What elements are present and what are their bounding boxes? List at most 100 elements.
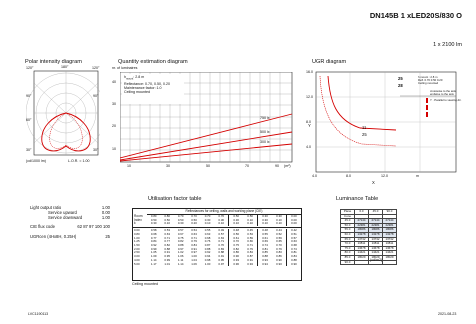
utilisation-cell: 0.92 — [150, 243, 157, 248]
utilisation-cell: 0.91 — [164, 250, 170, 255]
luminance-row: 60.0 13278 13278 13278 — [340, 232, 397, 238]
utilisation-cell: 1.02 — [177, 250, 184, 255]
ugr-title: UGR diagram — [312, 59, 347, 65]
quantity-svg — [119, 71, 293, 163]
polar-angle-30-left: 30° — [26, 148, 32, 152]
utilisation-row: 0.77 0.71 0.75 0.71 0.68 0.63 0.61 0.59 0.61 0.59… — [147, 235, 301, 241]
utilisation-cell: 0.86 — [228, 251, 244, 256]
utilisation-header: Reflectances for ceiling, walls and work… — [147, 209, 301, 215]
utilisation-cell: 0.76 — [204, 239, 211, 244]
luminance-cell — [354, 259, 369, 266]
utilisation-cell: 0.79 — [247, 246, 253, 251]
utilisation-cell: 0.96 — [228, 262, 244, 267]
utilisation-cell: 0.68 — [204, 235, 211, 240]
utilisation-reflectance-cell: 0.30 — [150, 221, 157, 226]
utilisation-cell: 0.71 — [164, 235, 170, 240]
quantity-note-h: h — [124, 75, 126, 79]
ugr-legend-parallel: Y · Parallel to viewing dir. — [430, 98, 462, 103]
quantity-note-maintenance: Maintenance factor: 1.0 — [124, 85, 162, 90]
utilisation-cell: 0.82 — [177, 239, 184, 244]
quantity-line-label-750: 750 lx — [260, 116, 270, 120]
utilisation-title: Utilisation factor table — [148, 196, 202, 202]
utilisation-cell: 0.71 — [247, 243, 253, 248]
spec-downward-label: Service downward — [48, 214, 83, 220]
quantity-note-height: : 2.8 m — [133, 75, 145, 79]
utilisation-cell: 0.68 — [150, 231, 157, 236]
spec-upward-label: Service upward — [48, 209, 77, 215]
ugr-zone-label-top-a: 25 — [398, 76, 403, 81]
utilisation-reflectance-row: 0.80 0.80 0.70 0.70 0.70 0.70 0.50 0.50 0.30 0.30… — [147, 213, 301, 219]
luminance-row: 45.0 27144 27144 27144 — [340, 218, 397, 224]
utilisation-cell: 0.88 — [204, 246, 211, 251]
utilisation-cell: 0.45 — [247, 228, 253, 233]
utilisation-cell: 0.79 — [191, 239, 197, 244]
utilisation-cell: 0.91 — [247, 257, 253, 262]
utilisation-cell: 1.00 — [191, 254, 197, 259]
utilisation-cell: 0.57 — [285, 236, 301, 241]
utilisation-cell: 0.97 — [191, 250, 197, 255]
utilisation-row-label-index: Index — [134, 217, 142, 222]
utilisation-cell: 0.95 — [164, 254, 170, 259]
utilisation-cell: 0.93 — [228, 258, 244, 263]
luminance-header-row: Plane 0.0 45.0 90.0 — [340, 209, 397, 215]
utilisation-cell: 0.67 — [177, 231, 184, 236]
utilisation-row: 0.99 0.88 0.97 0.91 0.88 0.83 0.82 0.79 0.81 0.79… — [147, 246, 301, 252]
utilisation-reflectance-cell: 0.50 — [228, 214, 244, 219]
luminance-unit: (cd/m2) — [370, 258, 383, 262]
utilisation-cell: 0.66 — [247, 239, 253, 244]
luminance-table: Plane 0.0 45.0 90.0 Cone 45.0 27144 27144 27144 5… — [340, 209, 397, 266]
spec-upward-value: 0.00 — [101, 209, 110, 215]
utilisation-cell: 0.63 — [191, 231, 197, 236]
utilisation-reflectance-cell: 0.30 — [204, 217, 211, 222]
spec-cie: CIE flux code 62 87 97 100 100 — [30, 225, 110, 230]
utilisation-cell: 0.63 — [204, 231, 211, 236]
polar-angle-60-left: 60° — [26, 118, 32, 122]
polar-angle-30-right: 30° — [93, 148, 99, 152]
luminance-cell: 90.0 — [340, 259, 355, 266]
utilisation-cell: 1.14 — [177, 261, 184, 266]
ugr-legend-refl: Refl. 0.70 0.50 0.20 — [418, 78, 443, 83]
utilisation-cell: 0.91 — [218, 254, 225, 259]
spec-lor-label: Light output ratio — [30, 205, 62, 210]
utilisation-k-value: 1.00 — [134, 235, 140, 240]
document-id: LVC1190113 — [28, 312, 49, 316]
utilisation-cell: 0.68 — [285, 243, 301, 248]
utilisation-reflectance-cell: 0.50 — [191, 217, 197, 222]
utilisation-reflectance-cell: 0.50 — [164, 217, 170, 222]
utilisation-cell: 0.59 — [276, 235, 282, 240]
utilisation-reflectance-cell: 0.70 — [191, 213, 197, 218]
utilisation-cell: 0.95 — [218, 257, 225, 262]
quantity-x-tick-70: 70 — [245, 164, 249, 168]
utilisation-cell: 1.11 — [177, 257, 184, 262]
utilisation-cell: 0.69 — [257, 240, 273, 245]
utilisation-cell: 0.99 — [164, 257, 170, 262]
utilisation-cell: 0.99 — [150, 246, 157, 251]
utilisation-cell: 0.94 — [257, 262, 273, 267]
utilisation-reflectance-cell: 0.10 — [164, 221, 170, 226]
ugr-y-tick-4: 4.0 — [306, 145, 311, 149]
utilisation-reflectance-cell: 0.10 — [247, 217, 253, 222]
spec-ugr: UGRcen (4Hx8H, 0.25H) 25 — [30, 234, 110, 240]
utilisation-cell: 0.84 — [191, 243, 197, 248]
utilisation-k-value: 4.00 — [134, 257, 140, 262]
utilisation-cell: 0.88 — [218, 250, 225, 255]
utilisation-cell: 0.91 — [191, 246, 197, 251]
utilisation-room-index-label: Room Index k — [133, 214, 147, 226]
brand-logo — [10, 8, 40, 26]
spec-cie-value: 62 87 97 100 100 — [77, 224, 110, 230]
ugr-y-tick-16: 16.0 — [306, 70, 313, 74]
ugr-legend-endwise: endwise to the axis — [430, 91, 454, 96]
utilisation-row: 1.09 0.95 1.06 1.00 0.94 0.91 0.90 0.87 0.88 0.86… — [147, 254, 301, 259]
utilisation-cell: 0.79 — [276, 246, 282, 251]
ugr-legend: h mount : 2.8 m Refl. 0.70 0.50 0.20 Cei… — [418, 75, 464, 103]
utilisation-reflectance-cell: 0.70 — [218, 213, 225, 218]
utilisation-cell: 0.54 — [191, 228, 197, 233]
utilisation-cell: 0.87 — [204, 243, 211, 248]
ugr-zone-label-top-b: 28 — [398, 83, 403, 88]
polar-lor: L.O.R. = 1.00 — [68, 159, 90, 163]
utilisation-reflectance-cell: 0.50 — [177, 217, 184, 222]
utilisation-cell: 0.82 — [164, 243, 170, 248]
utilisation-cell: 0.74 — [257, 243, 273, 248]
utilisation-cell: 0.92 — [204, 250, 211, 255]
utilisation-reflectance-cell: 0.10 — [257, 222, 273, 226]
